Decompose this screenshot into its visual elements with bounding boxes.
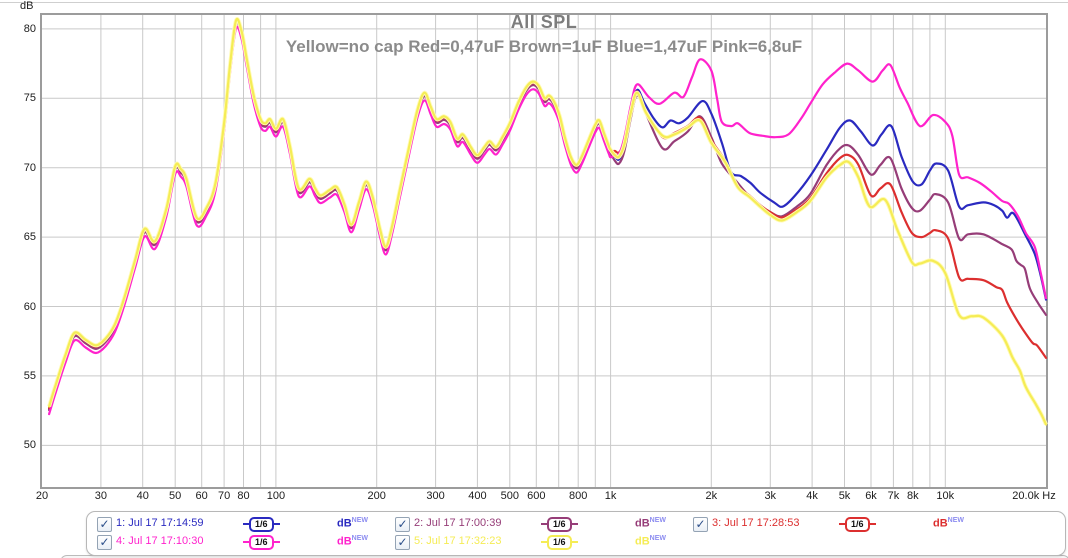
smoothing-badge[interactable]: 1/6 <box>547 534 572 550</box>
measurement-legend: ✓ 1: Jul 17 17:14:59 1/6 dBNEW ✓ 2: Jul 17 17… <box>86 511 1066 556</box>
measurement-3-checkbox[interactable]: ✓ <box>693 517 708 532</box>
measurement-3-unit: dBNEW <box>933 517 964 530</box>
measurement-3-smoothing-control[interactable]: 1/6 <box>839 516 876 532</box>
smoothing-dash-right <box>571 523 578 525</box>
y-tick-70: 70 <box>23 161 36 174</box>
smoothing-dash-left <box>541 541 547 543</box>
smoothing-badge[interactable]: 1/6 <box>547 516 572 532</box>
legend-entry-5: ✓ 5: Jul 17 17:32:23 1/6 dBNEW <box>385 533 683 551</box>
chart-subtitle: Yellow=no cap Red=0,47uF Brown=1uF Blue=… <box>285 37 803 56</box>
x-tick-6k: 6k <box>865 490 877 502</box>
unit-new-badge: NEW <box>649 535 667 542</box>
smoothing-dash-left <box>839 523 845 525</box>
measurement-5-checkbox[interactable]: ✓ <box>395 535 410 550</box>
x-tick-300: 300 <box>426 490 445 502</box>
x-tick-8k: 8k <box>907 490 919 502</box>
unit-db: dB <box>337 535 352 548</box>
x-tick-10k: 10k <box>936 490 955 502</box>
smoothing-dash-right <box>273 523 280 525</box>
x-tick-30: 30 <box>94 490 108 502</box>
x-tick-4k: 4k <box>806 490 818 502</box>
smoothing-badge[interactable]: 1/6 <box>249 534 274 550</box>
chart-title: All SPL <box>510 12 578 32</box>
y-tick-50: 50 <box>23 439 36 452</box>
unit-db: dB <box>635 517 650 530</box>
smoothing-badge[interactable]: 1/6 <box>845 516 870 532</box>
measurement-4-label[interactable]: 4: Jul 17 17:10:30 <box>116 535 204 547</box>
measurement-3-label[interactable]: 3: Jul 17 17:28:53 <box>712 517 800 529</box>
unit-db: dB <box>933 517 948 530</box>
legend-entry-3: ✓ 3: Jul 17 17:28:53 1/6 dBNEW <box>683 515 981 533</box>
x-tick-20: 20 <box>35 490 49 502</box>
y-tick-75: 75 <box>23 92 36 105</box>
measurement-2-checkbox[interactable]: ✓ <box>395 517 410 532</box>
measurement-4-unit: dBNEW <box>337 535 368 548</box>
measurement-5-label[interactable]: 5: Jul 17 17:32:23 <box>414 535 502 547</box>
legend-entry-4: ✓ 4: Jul 17 17:10:30 1/6 dBNEW <box>87 533 385 551</box>
plot-border <box>40 13 1048 489</box>
measurement-1-smoothing-control[interactable]: 1/6 <box>243 516 280 532</box>
trace-yellow <box>48 18 1048 426</box>
x-tick-70: 70 <box>217 490 231 502</box>
unit-new-badge: NEW <box>351 535 369 542</box>
x-tick-7k: 7k <box>887 490 900 502</box>
measurement-2-unit: dBNEW <box>635 517 666 530</box>
x-tick-200: 200 <box>367 490 386 502</box>
x-tick-50: 50 <box>169 490 182 502</box>
x-tick-1k: 1k <box>604 490 617 502</box>
x-tick-600: 600 <box>527 490 546 502</box>
legend-entry-1: ✓ 1: Jul 17 17:14:59 1/6 dBNEW <box>87 515 385 533</box>
unit-db: dB <box>635 535 650 548</box>
y-tick-55: 55 <box>23 369 36 382</box>
x-tick-40: 40 <box>136 490 149 502</box>
y-tick-80: 80 <box>23 22 36 35</box>
smoothing-dash-right <box>869 523 876 525</box>
measurement-1-checkbox[interactable]: ✓ <box>97 517 112 532</box>
x-tick-2k: 2k <box>705 490 718 502</box>
smoothing-dash-left <box>243 541 249 543</box>
x-tick-3k: 3k <box>764 490 777 502</box>
measurement-5-smoothing-control[interactable]: 1/6 <box>541 534 578 550</box>
smoothing-dash-left <box>243 523 249 525</box>
unit-new-badge: NEW <box>649 517 667 524</box>
x-tick-800: 800 <box>568 490 588 502</box>
smoothing-dash-right <box>571 541 578 543</box>
measurement-1-label[interactable]: 1: Jul 17 17:14:59 <box>116 517 204 529</box>
measurement-1-unit: dBNEW <box>337 517 368 530</box>
x-tick-500: 500 <box>500 490 520 502</box>
unit-db: dB <box>337 517 352 530</box>
measurement-5-unit: dBNEW <box>635 535 666 548</box>
x-tick-5k: 5k <box>838 490 851 502</box>
x-tick-60: 60 <box>195 490 208 502</box>
smoothing-badge[interactable]: 1/6 <box>249 516 274 532</box>
gridlines <box>42 15 1046 487</box>
smoothing-dash-right <box>273 541 280 543</box>
x-tick-400: 400 <box>468 490 487 502</box>
unit-new-badge: NEW <box>351 517 369 524</box>
measurement-2-label[interactable]: 2: Jul 17 17:00:39 <box>414 517 502 529</box>
unit-new-badge: NEW <box>947 517 965 524</box>
measurement-4-checkbox[interactable]: ✓ <box>97 535 112 550</box>
x-tick-100: 100 <box>266 490 286 502</box>
y-tick-60: 60 <box>23 300 36 313</box>
y-tick-65: 65 <box>23 231 36 244</box>
x-tick-20-0k-hz: 20.0k Hz <box>1012 490 1056 502</box>
measurement-4-smoothing-control[interactable]: 1/6 <box>243 534 280 550</box>
top-divider <box>0 2 1068 3</box>
measurement-2-smoothing-control[interactable]: 1/6 <box>541 516 578 532</box>
y-axis-unit-label: dB <box>20 0 34 12</box>
x-tick-80: 80 <box>237 490 250 502</box>
smoothing-dash-left <box>541 523 547 525</box>
legend-entry-2: ✓ 2: Jul 17 17:00:39 1/6 dBNEW <box>385 515 683 533</box>
